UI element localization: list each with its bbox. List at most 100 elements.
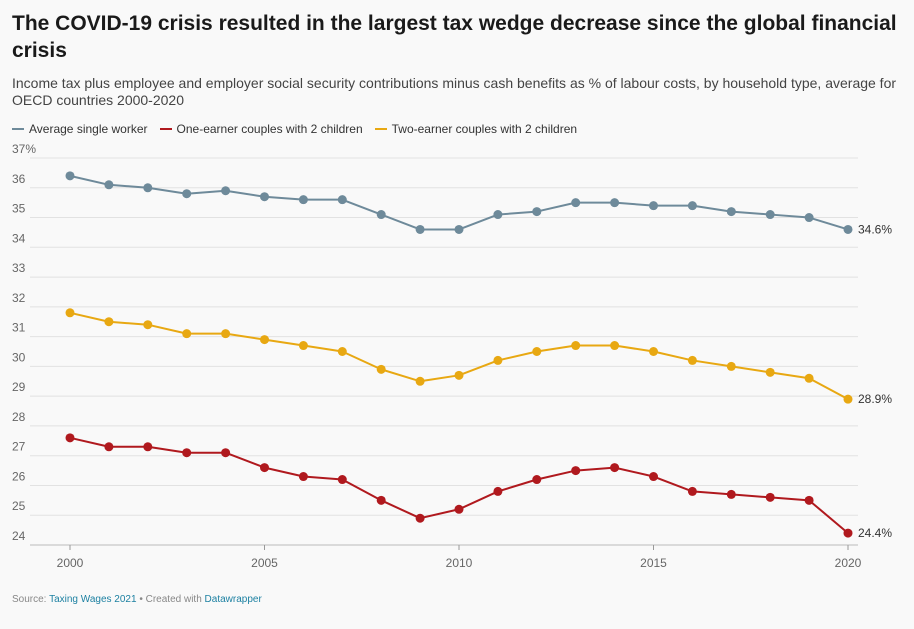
data-point [104,180,114,190]
y-tick-label: 31 [12,321,26,335]
data-point [182,189,192,199]
y-tick-label: 24 [12,529,26,543]
data-point [260,335,269,345]
data-point [765,492,775,502]
data-point [298,195,308,205]
y-tick-label: 36 [12,172,26,186]
data-point [221,448,231,458]
data-point [337,475,347,485]
x-tick-label: 2000 [57,556,84,570]
y-tick-label: 26 [12,469,26,483]
legend-swatch [12,128,24,130]
series-2: 28.9% [65,308,892,406]
data-point [143,442,153,452]
data-point [104,442,114,452]
data-point [726,361,736,371]
source-link[interactable]: Taxing Wages 2021 [49,594,137,605]
legend-label: One-earner couples with 2 children [176,122,363,136]
y-tick-label: 25 [12,499,26,513]
data-point [649,347,658,356]
data-point [415,224,425,234]
data-point [221,329,231,339]
legend: Average single worker One-earner couples… [12,122,577,136]
data-point [610,341,620,351]
y-axis-ticks: 24 25 26 27 28 29 30 31 32 33 34 35 36 37% [12,142,36,543]
data-point [415,376,425,386]
footer: Source: Taxing Wages 2021 • Created with… [12,594,262,605]
data-point [571,341,581,351]
data-point [260,463,269,473]
data-point [298,341,308,351]
data-point [493,355,503,365]
x-tick-label: 2020 [835,556,862,570]
legend-item-two-earner: Two-earner couples with 2 children [374,122,578,136]
data-point [571,466,581,476]
data-point [532,207,542,217]
legend-label: Average single worker [29,122,148,136]
data-point [65,308,75,318]
data-point [104,317,114,327]
data-point [804,373,814,383]
series-0: 34.6% [65,171,892,236]
data-point [143,183,153,193]
y-tick-label: 34 [12,231,26,245]
x-tick-label: 2010 [446,556,473,570]
data-point [454,224,464,234]
data-point [649,472,658,482]
series-line [69,174,849,231]
data-point [687,201,697,211]
chart-title: The COVID-19 crisis resulted in the larg… [12,12,897,62]
x-tick-label: 2015 [640,556,667,570]
footer-separator: • [139,594,143,605]
data-point [337,195,347,205]
data-point [376,210,386,220]
legend-swatch [374,128,387,130]
datawrapper-link[interactable]: Datawrapper [204,594,262,605]
legend-item-one-earner: One-earner couples with 2 children [159,122,363,136]
y-tick-label: 29 [12,380,26,394]
y-tick-label: 32 [12,291,26,305]
y-tick-label: 37% [12,142,36,156]
x-axis-ticks: 2000 2005 2010 2015 2020 [57,545,862,570]
data-point [726,489,736,499]
legend-item-average-single-worker: Average single worker [12,122,148,136]
data-point [65,433,75,443]
data-point [765,210,775,220]
data-point [182,329,192,339]
data-point [843,394,853,404]
source-prefix: Source: [12,594,47,605]
legend-label: Two-earner couples with 2 children [391,122,578,136]
data-point [843,224,853,234]
data-point [493,486,503,496]
series-group: 34.6% 24.4% 28.9% [65,171,892,540]
data-point [260,192,269,202]
end-value-label: 34.6% [858,222,892,236]
data-point [610,198,620,208]
created-prefix: Created with [145,594,202,605]
data-point [493,210,503,220]
data-point [532,475,542,485]
data-point [804,495,814,505]
end-value-label: 24.4% [858,526,892,540]
chart-subtitle: Income tax plus employee and employer so… [12,75,897,108]
y-tick-label: 35 [12,202,26,216]
data-point [298,472,308,482]
series-1: 24.4% [65,433,892,540]
data-point [182,448,192,458]
x-tick-label: 2005 [251,556,278,570]
data-point [726,207,736,217]
data-point [571,198,581,208]
data-point [649,201,658,211]
legend-swatch [159,128,172,130]
data-point [221,186,231,196]
data-point [765,367,775,377]
y-tick-label: 27 [12,440,26,454]
y-tick-label: 33 [12,261,26,275]
y-tick-label: 30 [12,350,26,364]
end-value-label: 28.9% [858,392,892,406]
data-point [415,513,425,523]
data-point [65,171,75,181]
data-point [143,320,153,330]
series-line [69,311,849,401]
data-point [337,347,347,356]
